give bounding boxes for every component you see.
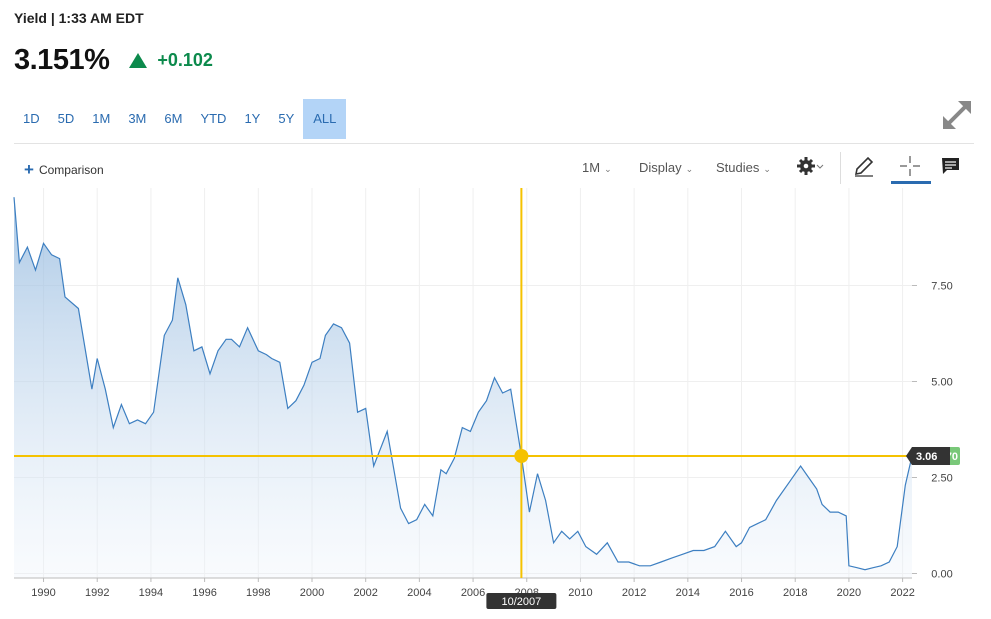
chevron-down-icon: ⌄ [763,164,771,174]
x-tick-label: 2006 [461,587,485,599]
quote-summary: 3.151% +0.102 [14,44,213,77]
x-tick-label: 1990 [31,587,55,599]
crosshair-icon[interactable] [898,154,922,178]
crosshair-point [514,448,529,463]
x-tick-label: 2014 [676,587,700,599]
comparison-button[interactable]: + Comparison [24,161,104,178]
crosshair-active-indicator [891,181,931,184]
crosshair-date-tag [486,593,557,609]
range-6m[interactable]: 6M [164,111,183,126]
display-dropdown[interactable]: Display ⌄ [639,160,693,175]
y-tick-label: 5.00 [931,377,952,389]
studies-dropdown[interactable]: Studies ⌄ [716,160,771,175]
toolbar-separator [840,152,841,184]
x-tick-label: 1996 [192,587,216,599]
range-1d[interactable]: 1D [23,111,40,126]
x-tick-label: 2002 [353,587,377,599]
crosshair-value-label: 3.06 [916,451,937,463]
crosshair: 10/2007 70 3.06 [14,188,960,609]
x-tick-label: 1992 [85,587,109,599]
range-all[interactable]: ALL [303,99,347,139]
x-axis-ticks: 1990199219941996199820002002200420062008… [31,578,915,599]
range-5y[interactable]: 5Y [278,111,295,126]
quote-meta: Yield | 1:33 AM EDT [14,10,144,26]
chevron-down-icon: ⌄ [685,164,694,174]
range-selector: 1D 5D 1M 3M 6M YTD 1Y 5Y ALL [14,99,347,139]
x-tick-label: 2010 [568,587,592,599]
range-3m[interactable]: 3M [128,111,147,126]
interval-label: 1M [582,160,601,175]
y-tick-label: 2.50 [931,473,952,485]
chevron-down-icon: ⌄ [604,164,612,174]
y-tick-label: 0.00 [931,569,952,581]
crosshair-date-label: 10/2007 [502,596,542,608]
x-tick-label: 1998 [246,587,270,599]
x-tick-label: 2022 [890,587,914,599]
up-arrow-icon [129,53,148,68]
x-tick-label: 2004 [407,587,431,599]
expand-icon[interactable] [940,98,974,132]
range-ytd[interactable]: YTD [200,111,227,126]
comparison-label: Comparison [38,162,104,177]
y-tick-label: 7.50 [931,281,952,293]
gear-icon[interactable] [797,154,824,178]
y-axis-ticks: 0.00 2.50 5.00 7.50 [912,281,953,581]
yield-change: +0.102 [157,50,213,70]
x-tick-label: 2012 [622,587,646,599]
x-tick-label: 1994 [139,587,163,599]
x-tick-label: 2000 [300,587,324,599]
x-tick-label: 2016 [729,587,753,599]
pencil-icon[interactable] [852,154,876,178]
plus-icon: + [24,160,34,179]
range-5d[interactable]: 5D [57,111,75,126]
toolbar-divider [14,143,974,144]
crosshair-value-tag [906,446,950,465]
yield-line [13,197,913,571]
comment-icon[interactable] [939,154,963,178]
interval-dropdown[interactable]: 1M ⌄ [582,160,612,175]
yield-price: 3.151% [14,44,110,76]
range-1m[interactable]: 1M [92,111,111,126]
x-tick-label: 2018 [783,587,807,599]
range-1y[interactable]: 1Y [244,111,261,126]
display-label: Display [639,160,682,175]
studies-label: Studies [716,160,760,175]
yield-area [14,197,912,578]
x-tick-label: 2020 [837,587,861,599]
